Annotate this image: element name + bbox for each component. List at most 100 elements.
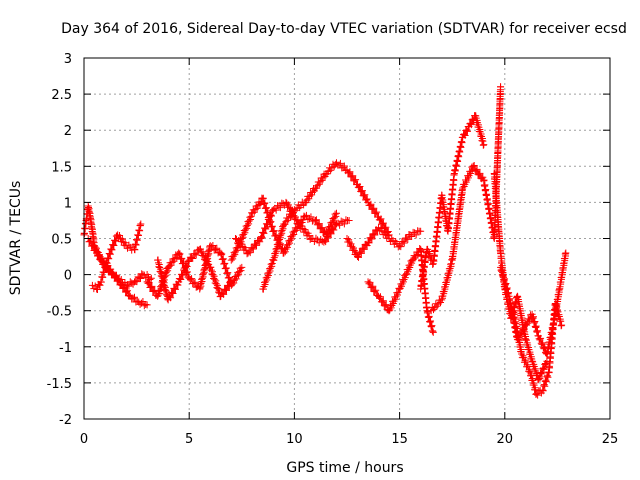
data-point-interp xyxy=(102,264,110,272)
data-point-interp xyxy=(378,298,386,306)
data-point-interp xyxy=(112,272,120,280)
data-point-interp xyxy=(355,184,363,192)
data-point-interp xyxy=(232,275,240,283)
data-point-interp xyxy=(184,257,192,265)
data-point-interp xyxy=(377,215,385,223)
data-point-interp xyxy=(219,255,227,263)
data-point-interp xyxy=(167,261,175,269)
data-point-interp xyxy=(235,271,243,279)
data-point-interp xyxy=(222,286,230,294)
data-point-interp xyxy=(192,251,200,259)
y-tick-label: 0 xyxy=(64,269,72,284)
data-point-interp xyxy=(468,116,476,124)
data-point-interp xyxy=(408,259,416,267)
data-point-interp xyxy=(251,240,259,248)
data-point-interp xyxy=(245,217,253,225)
data-point-interp xyxy=(246,215,254,223)
data-point-interp xyxy=(332,212,340,220)
points-layer xyxy=(80,83,570,399)
y-tick-label: 2.5 xyxy=(51,88,72,103)
data-point-interp xyxy=(358,188,366,196)
data-point-interp xyxy=(314,221,322,229)
data-point-interp xyxy=(342,216,350,224)
data-point-interp xyxy=(345,169,353,177)
data-point xyxy=(332,220,340,228)
data-point-interp xyxy=(224,269,232,277)
data-point-interp xyxy=(264,221,272,229)
data-point-interp xyxy=(130,293,138,301)
data-point-interp xyxy=(324,234,332,242)
data-point-interp xyxy=(213,281,221,289)
data-point-interp xyxy=(164,267,172,275)
data-point-interp xyxy=(188,253,196,261)
data-point-interp xyxy=(539,387,547,395)
data-point-interp xyxy=(285,239,293,247)
data-point-interp xyxy=(349,172,357,180)
data-point-interp xyxy=(147,283,155,291)
data-point-interp xyxy=(171,285,179,293)
data-point-interp xyxy=(310,237,318,245)
data-point-interp xyxy=(367,234,375,242)
data-point-interp xyxy=(181,267,189,275)
data-point-interp xyxy=(120,284,128,292)
data-point-interp xyxy=(132,277,140,285)
data-point-interp xyxy=(543,372,551,380)
data-point-interp xyxy=(106,266,114,274)
data-point-interp xyxy=(359,244,367,252)
data-point-interp xyxy=(268,223,276,231)
data-point xyxy=(469,162,477,170)
data-point-interp xyxy=(352,176,360,184)
data-point-interp xyxy=(91,282,99,290)
data-point-interp xyxy=(379,220,387,228)
data-point-interp xyxy=(523,321,531,329)
data-point xyxy=(558,321,566,329)
data-point-interp xyxy=(220,290,228,298)
data-point-interp xyxy=(367,200,375,208)
data-point-interp xyxy=(183,262,191,270)
data-point xyxy=(147,274,155,282)
data-point-interp xyxy=(286,236,294,244)
data-point-interp xyxy=(336,159,344,167)
data-point xyxy=(143,301,151,309)
data-point-interp xyxy=(133,278,141,286)
data-point xyxy=(396,242,404,250)
series-trace-k xyxy=(417,112,488,293)
data-point-interp xyxy=(104,254,112,262)
data-point-interp xyxy=(209,242,217,250)
data-point-interp xyxy=(307,213,315,221)
data-point-interp xyxy=(253,241,261,249)
data-point xyxy=(137,220,145,228)
data-point-interp xyxy=(176,250,184,258)
data-point-interp xyxy=(189,255,197,263)
data-point-interp xyxy=(371,288,379,296)
data-point-interp xyxy=(155,289,163,297)
x-tick-label: 15 xyxy=(391,432,408,447)
data-point-interp xyxy=(330,226,338,234)
data-point-interp xyxy=(276,204,284,212)
data-point-interp xyxy=(219,289,227,297)
data-point-interp xyxy=(267,211,275,219)
data-point-interp xyxy=(217,251,225,259)
data-point xyxy=(175,249,183,257)
data-point xyxy=(269,227,277,235)
data-point-interp xyxy=(168,289,176,297)
data-point-interp xyxy=(368,235,376,243)
data-point-interp xyxy=(125,291,133,299)
data-point xyxy=(227,278,235,286)
data-point-interp xyxy=(109,241,117,249)
data-point-interp xyxy=(243,221,251,229)
data-point-interp xyxy=(222,285,230,293)
data-point-interp xyxy=(540,365,548,373)
data-point-interp xyxy=(534,391,542,399)
data-point-interp xyxy=(95,251,103,259)
series-trace-i xyxy=(343,224,425,261)
data-point-interp xyxy=(213,244,221,252)
data-point-interp xyxy=(233,272,241,280)
data-point-interp xyxy=(302,211,310,219)
data-point-interp xyxy=(360,192,368,200)
data-point-interp xyxy=(542,378,550,386)
data-point-interp xyxy=(476,169,484,177)
data-point-interp xyxy=(340,162,348,170)
data-point-interp xyxy=(110,242,118,249)
y-tick-label: 2 xyxy=(64,124,72,139)
